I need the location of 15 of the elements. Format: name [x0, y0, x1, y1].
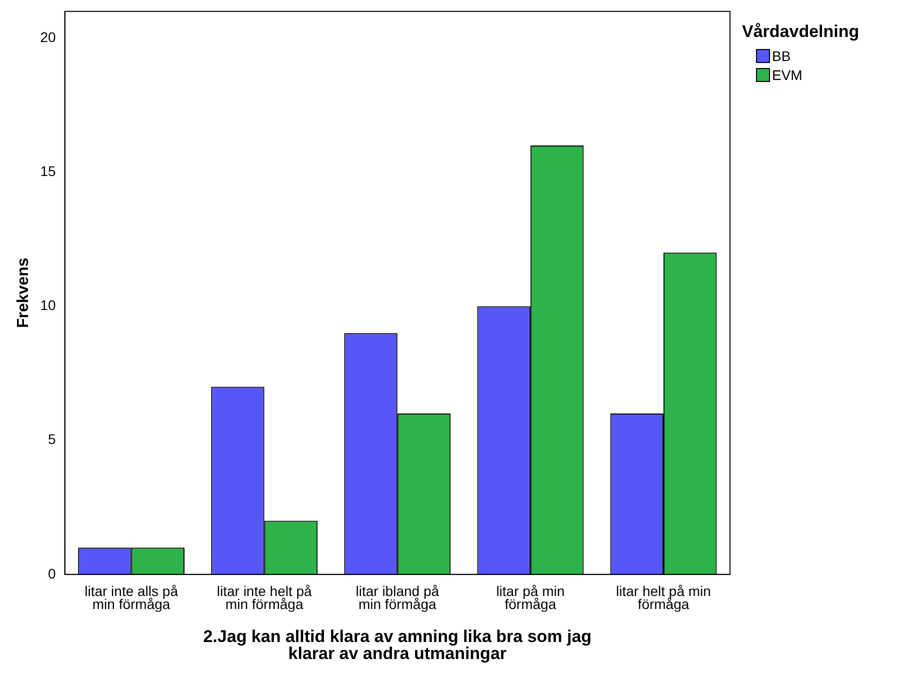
y-tick-label: 0 — [48, 565, 56, 582]
x-axis-title: 2.Jag kan alltid klara av amning lika bra som jag klarar av andra utmaningar — [203, 627, 592, 664]
legend-title: Vårdavdelning — [742, 22, 860, 42]
x-tick-label: litar helt på min förmåga — [616, 582, 711, 612]
y-axis-title: Frekvens — [15, 258, 32, 328]
legend-label: EVM — [772, 67, 802, 83]
x-tick-label: litar inte helt på min förmåga — [216, 582, 312, 612]
x-tick-label: litar ibland på min förmåga — [356, 582, 440, 612]
legend-label: BB — [772, 48, 791, 64]
y-tick-label: 10 — [40, 297, 56, 314]
y-tick-label: 5 — [48, 431, 56, 448]
x-tick-label: litar inte alls på min förmåga — [84, 582, 178, 612]
x-tick-label: litar på min förmåga — [496, 582, 565, 612]
y-tick-label: 15 — [40, 163, 56, 180]
y-tick-label: 20 — [40, 29, 56, 46]
